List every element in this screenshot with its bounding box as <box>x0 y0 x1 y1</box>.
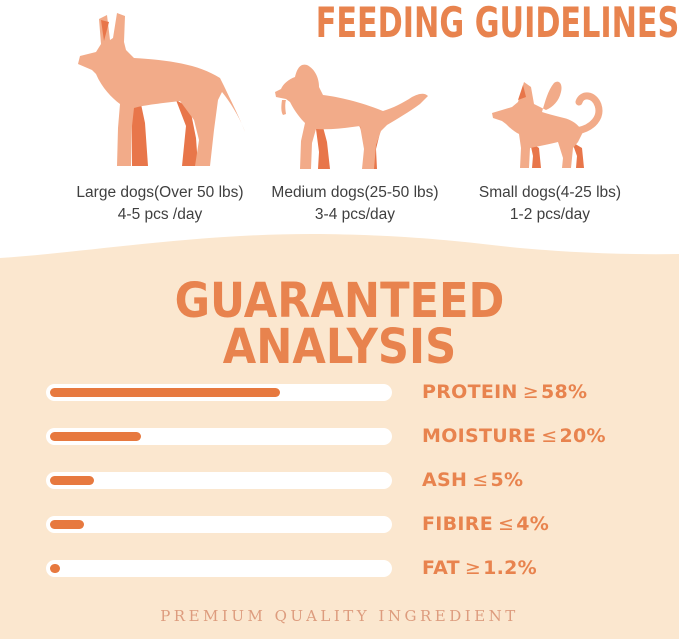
medium-dog-amount: 3-4 pcs/day <box>314 206 396 224</box>
medium-dog-label: Medium dogs(25-50 lbs) <box>271 184 439 201</box>
moisture-label: MOISTURE ≤20% <box>422 425 606 447</box>
small-dog-group: Small dogs(4-25 lbs) 1-2 pcs/day <box>430 76 670 227</box>
small-dog-label: Small dogs(4-25 lbs) <box>478 184 622 201</box>
fibire-label: FIBIRE ≤4% <box>422 513 550 535</box>
footer-tagline: PREMIUM QUALITY INGREDIENT <box>160 607 519 625</box>
protein-bar-fill <box>50 388 280 397</box>
analysis-title-line1: GUARANTEED <box>174 273 505 329</box>
feeding-guidelines-title: FEEDING GUIDELINES <box>245 0 679 46</box>
moisture-bar-track <box>46 428 392 445</box>
fibire-bar-track <box>46 516 392 533</box>
analysis-title-line2: ANALYSIS <box>222 319 457 375</box>
small-dog-caption: Small dogs(4-25 lbs) 1-2 pcs/day <box>430 182 670 227</box>
analysis-row-protein: PROTEIN ≥58% <box>46 381 606 403</box>
large-dog-caption: Large dogs(Over 50 lbs) 4-5 pcs /day <box>30 182 290 227</box>
small-dog-icon <box>430 76 670 175</box>
analysis-row-fat: FAT ≥1.2% <box>46 557 606 579</box>
fat-bar-fill <box>50 564 61 573</box>
analysis-row-ash: ASH ≤5% <box>46 469 606 491</box>
fat-label: FAT ≥1.2% <box>422 557 538 579</box>
wave-divider <box>0 228 679 258</box>
ash-bar-track <box>46 472 392 489</box>
fat-bar-track <box>46 560 392 577</box>
large-dog-label: Large dogs(Over 50 lbs) <box>76 184 244 201</box>
fibire-bar-fill <box>50 520 84 529</box>
medium-dog-svg <box>275 64 428 169</box>
analysis-row-moisture: MOISTURE ≤20% <box>46 425 606 447</box>
guaranteed-analysis-section: GUARANTEED ANALYSIS PROTEIN ≥58% MOISTURE… <box>0 228 679 639</box>
medium-dog-caption: Medium dogs(25-50 lbs) 3-4 pcs/day <box>230 182 480 227</box>
large-dog-group: Large dogs(Over 50 lbs) 4-5 pcs /day <box>30 8 290 227</box>
large-dog-amount: 4-5 pcs /day <box>117 206 203 224</box>
feeding-guidelines-title-text: FEEDING GUIDELINES <box>315 0 679 47</box>
ash-label: ASH ≤5% <box>422 469 524 491</box>
analysis-bars: PROTEIN ≥58% MOISTURE ≤20% ASH ≤5% <box>46 381 606 604</box>
analysis-row-fibire: FIBIRE ≤4% <box>46 513 606 535</box>
medium-dog-icon <box>230 57 480 175</box>
guaranteed-analysis-title: GUARANTEED ANALYSIS <box>0 273 679 375</box>
large-dog-icon <box>30 8 290 175</box>
protein-label: PROTEIN ≥58% <box>422 381 588 403</box>
large-dog-svg <box>78 13 245 166</box>
ash-bar-fill <box>50 476 94 485</box>
protein-bar-track <box>46 384 392 401</box>
small-dog-svg <box>492 81 603 168</box>
small-dog-amount: 1-2 pcs/day <box>509 206 591 224</box>
moisture-bar-fill <box>50 432 142 441</box>
medium-dog-group: Medium dogs(25-50 lbs) 3-4 pcs/day <box>230 57 480 227</box>
